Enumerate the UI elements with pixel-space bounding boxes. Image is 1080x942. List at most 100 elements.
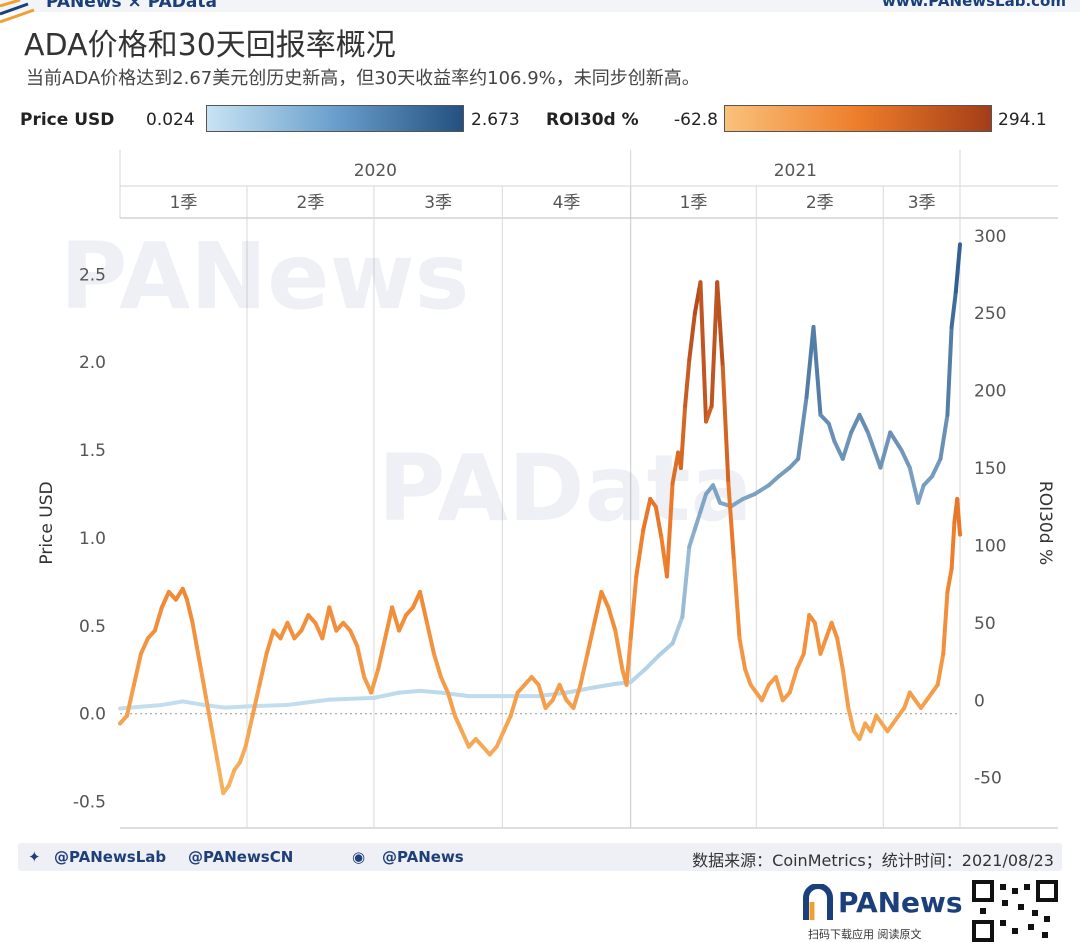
- roi-gradient-bar: [724, 105, 992, 132]
- roi-line-segment: [285, 620, 297, 641]
- roi-line-segment: [390, 605, 402, 633]
- roi-line-segment: [935, 651, 946, 687]
- roi-line-segment: [641, 497, 653, 532]
- y-right-tick-label: -50: [974, 769, 1002, 789]
- roi-line-segment: [857, 721, 868, 741]
- roi-line-segment: [348, 628, 360, 649]
- price-line-segment: [766, 474, 781, 488]
- weibo-icon: ◉: [352, 848, 366, 866]
- roi-line-segment: [949, 520, 957, 571]
- roi-line-segment: [606, 605, 618, 633]
- roi-line-segment: [210, 729, 220, 765]
- roi-line-segment: [720, 365, 731, 486]
- price-line-segment: [752, 483, 771, 496]
- price-gradient-bar: [206, 105, 464, 132]
- logo-tagline: 扫码下载应用 阅读原文: [808, 928, 922, 941]
- price-legend-label: Price USD: [20, 110, 115, 130]
- roi-line-segment: [299, 613, 311, 633]
- year-label: 2021: [774, 161, 817, 181]
- roi-line-segment: [715, 280, 725, 370]
- roi-line-segment: [794, 651, 806, 672]
- roi-line-segment: [550, 682, 562, 703]
- price-line-segment: [257, 702, 290, 708]
- roi-legend-min: -62.8: [674, 110, 718, 130]
- price-line-segment: [118, 702, 164, 711]
- price-line-segment: [680, 544, 692, 620]
- roi-line-segment: [634, 527, 646, 579]
- roi-line-segment: [204, 698, 215, 734]
- price-line-segment: [811, 324, 823, 417]
- roi-line-segment: [184, 597, 195, 625]
- price-line-segment: [840, 430, 854, 461]
- roi-line-segment: [452, 713, 464, 734]
- price-line-segment: [692, 509, 703, 532]
- roi-line-segment: [653, 504, 664, 540]
- roi-line-segment: [494, 729, 506, 749]
- price-line-segment: [787, 456, 801, 470]
- site-url: www.PANewsLab.com: [882, 0, 1066, 10]
- twitter-handle-cn: @PANewsCN: [188, 848, 294, 866]
- price-line-segment: [397, 688, 422, 695]
- roi-line-segment: [131, 651, 143, 687]
- price-line-segment: [776, 465, 792, 479]
- data-source: 数据来源：CoinMetrics；统计时间：2021/08/23: [692, 851, 1054, 870]
- price-line-segment: [740, 491, 757, 502]
- roi-line-segment: [397, 613, 409, 633]
- roi-line-segment: [418, 589, 429, 625]
- top-banner: PANews × PAData www.PANewsLab.com: [0, 0, 1080, 12]
- roi-line-segment: [190, 620, 199, 649]
- roi-line-segment: [278, 620, 290, 641]
- roi-line-segment: [243, 713, 255, 749]
- roi-line-segment: [599, 589, 611, 610]
- y-right-tick-label: 50: [974, 614, 996, 634]
- y-right-tick-label: 200: [974, 382, 1006, 402]
- y-left-tick-label: 0.0: [79, 705, 106, 725]
- roi-line-segment: [592, 589, 604, 625]
- price-line-segment: [159, 699, 185, 707]
- price-line-segment: [938, 412, 950, 461]
- roi-line-segment: [709, 280, 720, 409]
- price-line-segment: [857, 412, 870, 435]
- price-line-segment: [180, 699, 206, 707]
- roi-line-segment: [327, 605, 339, 633]
- twitter-handle-lab: @PANewsLab: [54, 848, 167, 866]
- quarter-label: 1季: [680, 193, 708, 213]
- y-left-tick-label: 1.0: [79, 529, 106, 549]
- watermark-panews: PANews: [60, 223, 469, 330]
- price-line-segment: [865, 430, 883, 470]
- chart-subtitle: 当前ADA价格达到2.67美元创历史新高，但30天收益率约106.9%，未同步创…: [26, 68, 700, 89]
- roi-line-segment: [376, 636, 388, 672]
- price-line-segment: [949, 289, 958, 329]
- y-left-axis-title: Price USD: [37, 481, 57, 564]
- roi-line-segment: [198, 667, 209, 703]
- roi-line-segment: [557, 682, 569, 703]
- price-legend-min: 0.024: [146, 110, 195, 130]
- roi-line-segment: [355, 644, 367, 680]
- roi-line-segment: [215, 760, 226, 796]
- roi-line-segment: [369, 667, 381, 695]
- roi-line-segment: [508, 690, 520, 718]
- price-line-segment: [687, 527, 697, 549]
- roi-line-segment: [687, 311, 697, 362]
- quarter-label: 3季: [424, 193, 452, 213]
- roi-line-segment: [226, 767, 237, 788]
- chart-title: ADA价格和30天回报率概况: [24, 28, 396, 63]
- y-left-tick-label: 1.5: [79, 441, 106, 461]
- roi-line-segment: [250, 682, 262, 718]
- roi-line-segment: [664, 481, 675, 579]
- roi-line-segment: [698, 280, 709, 424]
- chart-area: 2020 2021 1季 2季 3季 4季 1季 2季 3季 PANews PAData -0.5 0.…: [37, 150, 1058, 829]
- price-line-segment: [285, 697, 332, 707]
- twitter-icon: ✦: [28, 848, 41, 866]
- price-line-segment: [899, 448, 912, 470]
- roi-line-segment: [773, 675, 785, 703]
- roi-line-segment: [726, 481, 736, 563]
- price-line-segment: [592, 681, 618, 690]
- roi-legend-label: ROI30d %: [546, 110, 639, 130]
- roi-line-segment: [829, 620, 840, 641]
- price-line-segment: [656, 641, 675, 658]
- roi-line-segment: [571, 682, 583, 711]
- watermark-padata: PAData: [378, 435, 753, 542]
- roi-line-segment: [159, 589, 171, 610]
- price-line-segment: [729, 497, 745, 509]
